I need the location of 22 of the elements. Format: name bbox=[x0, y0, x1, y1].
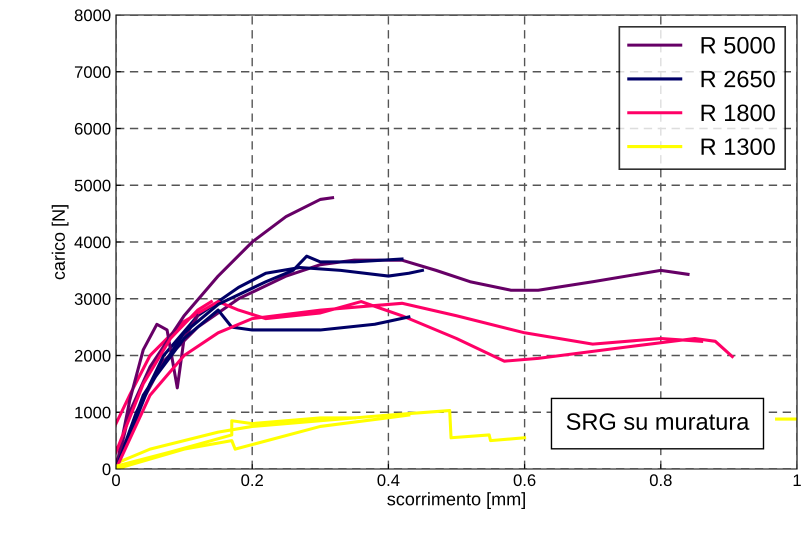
y-tick-label: 8000 bbox=[74, 9, 110, 22]
y-tick-label: 2000 bbox=[74, 350, 110, 362]
y-tick-label: 0 bbox=[102, 463, 110, 476]
y-tick-label: 4000 bbox=[74, 236, 110, 248]
y-tick-label: 7000 bbox=[74, 66, 110, 78]
x-tick-label: 1 bbox=[794, 474, 801, 486]
legend-label: R 5000 bbox=[702, 36, 775, 54]
legend-label: R 1800 bbox=[702, 104, 775, 122]
x-tick-label: 0 bbox=[112, 474, 120, 486]
legend-label: R 1300 bbox=[702, 138, 775, 156]
y-tick-label: 5000 bbox=[74, 180, 110, 192]
annotation: SRG su muratura bbox=[566, 413, 750, 430]
x-tick-label: 0.8 bbox=[650, 474, 672, 486]
x-tick-label: 0.6 bbox=[514, 474, 536, 486]
legend-label: R 2650 bbox=[702, 70, 775, 88]
x-tick-label: 0.2 bbox=[241, 474, 263, 486]
y-tick-label: 6000 bbox=[74, 122, 110, 135]
x-axis-title: scorrimento [mm] bbox=[387, 492, 525, 510]
y-axis-title: carico [N] bbox=[52, 205, 69, 280]
x-tick-label: 0.4 bbox=[377, 474, 400, 486]
y-tick-label: 3000 bbox=[74, 293, 110, 305]
y-tick-label: 1000 bbox=[75, 406, 110, 418]
